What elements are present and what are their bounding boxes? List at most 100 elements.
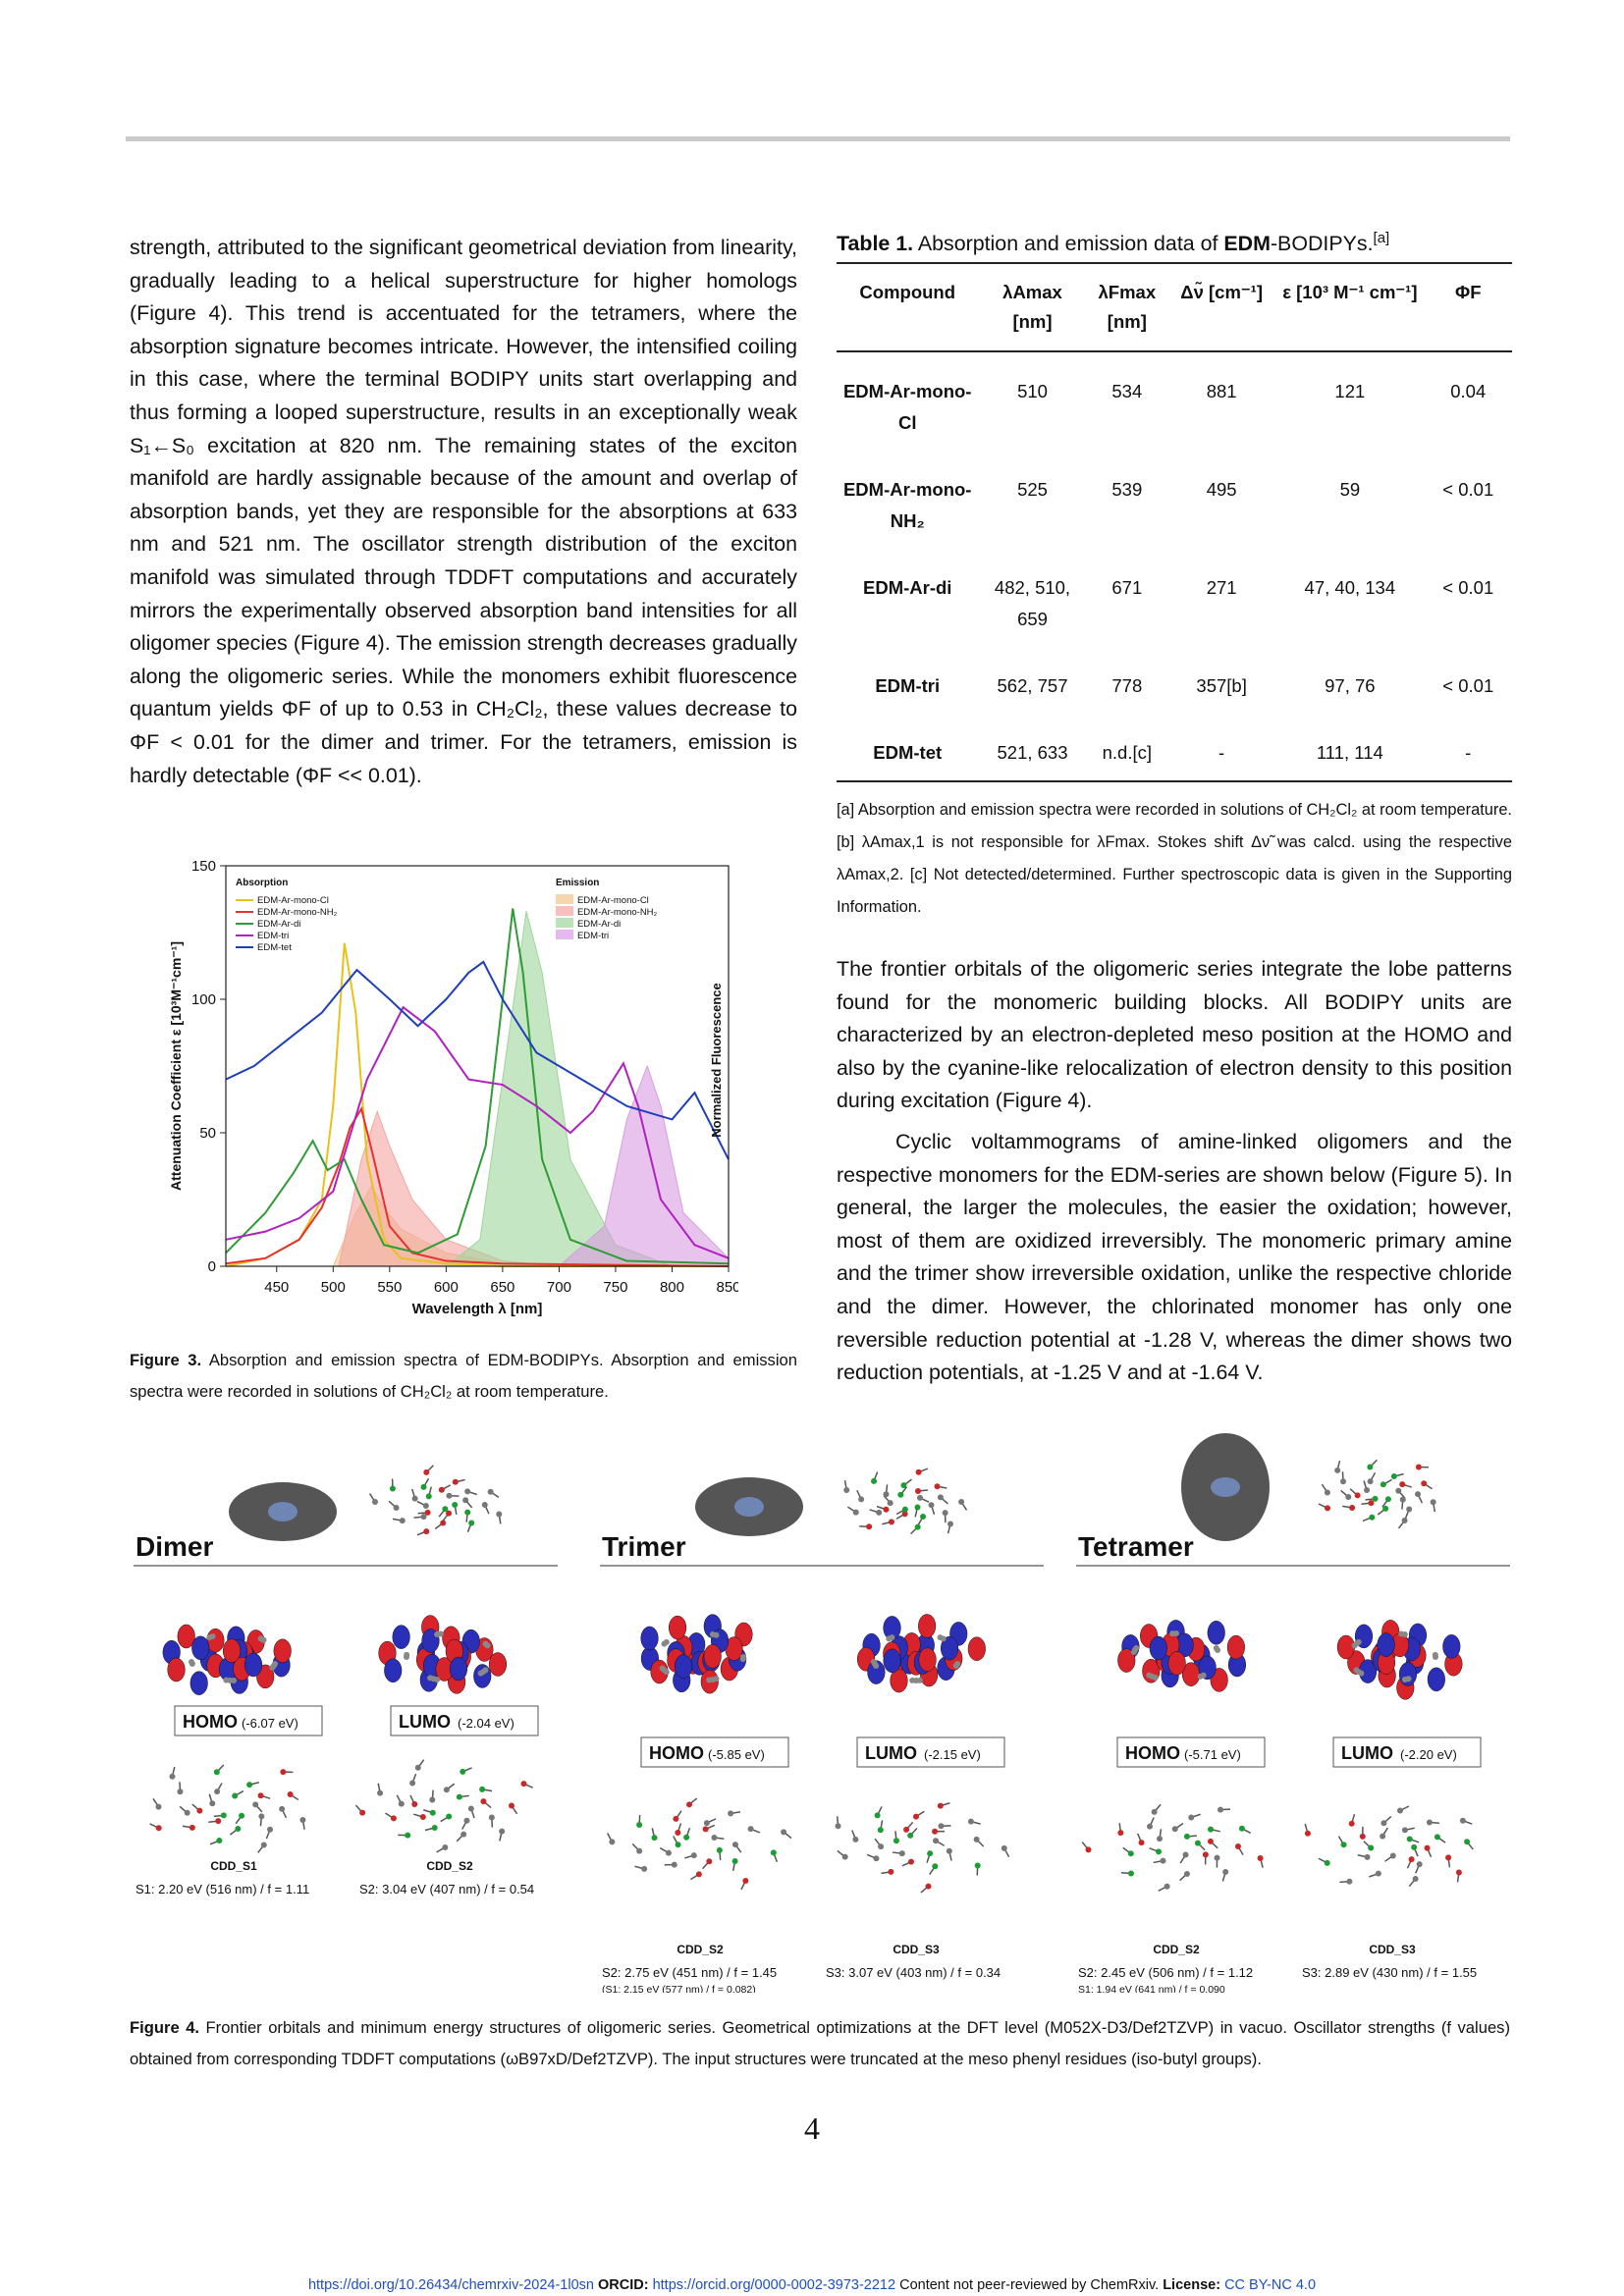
lumo-orbital: [856, 1614, 986, 1693]
atom: [874, 1812, 881, 1819]
orbital-lobe: [883, 1648, 901, 1674]
atom: [1406, 1506, 1413, 1513]
figure-3-caption-text: Absorption and emission spectra of EDM-B…: [130, 1351, 797, 1401]
atom: [1085, 1846, 1092, 1853]
atom: [1173, 1630, 1179, 1636]
atom: [706, 1858, 713, 1865]
atom: [1369, 1514, 1376, 1521]
figure-3-caption: Figure 3. Absorption and emission spectr…: [130, 1345, 797, 1408]
compound-cell: EDM-Ar-mono-Cl: [842, 381, 972, 433]
cdd-label: CDD_S3: [1369, 1943, 1416, 1956]
atom: [1171, 1826, 1178, 1833]
frontier-orbitals-figure: Dimer HOMO (-6.07 eV) LUMO (-2.04 eV) CDD_S1 C…: [134, 1433, 1510, 1996]
atom: [1340, 1842, 1347, 1848]
atom: [488, 1814, 495, 1821]
atom: [438, 1486, 445, 1493]
atom: [424, 1509, 431, 1516]
panel-title: Trimer: [602, 1531, 686, 1562]
atom: [887, 1500, 893, 1507]
th-phi: ΦF: [1455, 282, 1482, 302]
table-cell: 778: [1111, 675, 1143, 696]
th-epsilon: ε [10³ M⁻¹ cm⁻¹]: [1282, 282, 1418, 302]
atom: [920, 1513, 927, 1520]
orbital-lobe: [177, 1624, 195, 1649]
atom: [1368, 1844, 1375, 1851]
atom: [446, 1510, 453, 1517]
atom: [1194, 1840, 1201, 1846]
atom: [169, 1773, 176, 1780]
atom: [973, 1836, 980, 1842]
legend-label: EDM-Ar-mono-Cl: [257, 895, 329, 906]
absorption-line: [225, 1105, 730, 1267]
atom: [409, 1780, 416, 1787]
atom: [468, 1520, 475, 1526]
table-cell: 0.04: [1450, 381, 1487, 401]
table-cell: 59: [1339, 479, 1361, 500]
footer-doi-link[interactable]: https://doi.org/10.26434/chemrxiv-2024-1…: [307, 2277, 594, 2293]
atom: [675, 1842, 681, 1848]
atom: [928, 1502, 935, 1509]
right-column: Table 1. Absorption and emission data of…: [837, 231, 1512, 1390]
atom: [267, 1826, 274, 1833]
figure-4: Dimer HOMO (-6.07 eV) LUMO (-2.04 eV) CDD_S1 C…: [126, 1433, 1510, 1996]
atom: [477, 1670, 484, 1677]
atom: [1430, 1499, 1436, 1506]
orbital-lobe: [1207, 1621, 1225, 1645]
footer-license-link[interactable]: CC BY-NC 4.0: [1224, 2277, 1317, 2293]
footer-orcid-link[interactable]: https://orcid.org/0000-0002-3973-2212: [652, 2277, 896, 2293]
atom: [481, 1502, 488, 1509]
atom: [1401, 1631, 1408, 1638]
atom: [739, 1656, 746, 1663]
table-cell: -: [1218, 742, 1225, 763]
atom: [1354, 1492, 1361, 1499]
atom: [952, 1662, 959, 1669]
atom: [189, 1824, 195, 1831]
atom: [1325, 1505, 1331, 1512]
atom: [866, 1523, 873, 1530]
atom: [1208, 1826, 1215, 1833]
table-caption-bold: EDM: [1223, 232, 1271, 255]
atom: [675, 1829, 681, 1836]
homo-orbital: [1117, 1620, 1247, 1692]
table-cell: 121: [1334, 381, 1366, 401]
atom: [893, 1838, 899, 1844]
atom: [429, 1809, 436, 1816]
x-tick-label: 650: [490, 1279, 514, 1296]
table-cell: 97, 76: [1325, 675, 1376, 696]
homo-energy: (-5.71 eV): [1184, 1747, 1241, 1762]
x-tick-label: 550: [377, 1279, 402, 1296]
orbital-lobe: [449, 1656, 468, 1682]
atom: [246, 1782, 253, 1789]
atom: [1464, 1839, 1471, 1845]
atom: [1324, 1859, 1330, 1866]
legend-label: EDM-tri: [577, 931, 609, 941]
atom: [452, 1502, 459, 1509]
atom: [858, 1496, 865, 1503]
atom: [280, 1769, 287, 1776]
atom: [663, 1638, 670, 1645]
atom: [1207, 1838, 1214, 1844]
atom: [1222, 1868, 1229, 1875]
atom: [967, 1818, 974, 1825]
table-row: EDM-Ar-mono-NH₂ 525 539 495 59 < 0.01: [837, 451, 1512, 549]
atom: [155, 1825, 162, 1832]
cdd-label: CDD_S3: [893, 1943, 940, 1956]
atom: [446, 1813, 453, 1820]
atom: [883, 1491, 890, 1498]
atom: [405, 1832, 411, 1839]
homo-orbital: [162, 1624, 292, 1695]
atom: [770, 1849, 777, 1856]
orbital-lobe: [890, 1668, 908, 1693]
excitation-line: S2: 3.04 eV (407 nm) / f = 0.54: [359, 1882, 534, 1896]
atom: [901, 1511, 908, 1518]
atom: [843, 1486, 850, 1493]
excitation-extra: (S1: 2.15 eV (577 nm) / f = 0.082): [602, 1984, 756, 1993]
y-tick-label: 150: [191, 858, 216, 875]
atom: [1416, 1861, 1423, 1868]
atom: [462, 1497, 469, 1504]
atom: [1455, 1869, 1462, 1876]
orbital-lobe: [967, 1636, 986, 1661]
right-paragraph-1: The frontier orbitals of the oligomeric …: [837, 957, 1512, 1113]
atom: [213, 1769, 220, 1776]
atom: [636, 1847, 643, 1854]
